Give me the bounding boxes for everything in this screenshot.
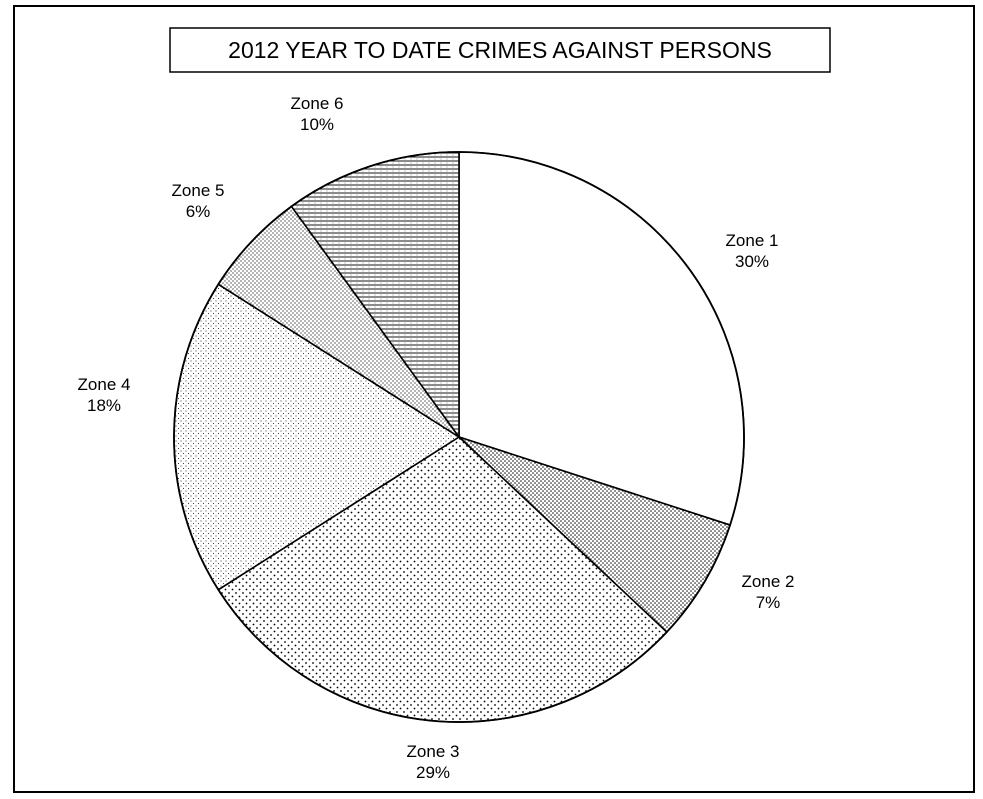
title-box: 2012 YEAR TO DATE CRIMES AGAINST PERSONS bbox=[169, 27, 831, 73]
pie-outline bbox=[173, 151, 745, 723]
slice-name-label: Zone 6 bbox=[291, 94, 344, 113]
pie-slices bbox=[173, 151, 745, 723]
slice-percent-label: 18% bbox=[87, 396, 121, 415]
slice-percent-label: 7% bbox=[756, 593, 781, 612]
chart-title: 2012 YEAR TO DATE CRIMES AGAINST PERSONS bbox=[228, 37, 772, 63]
slice-percent-label: 6% bbox=[186, 202, 211, 221]
slice-labels: Zone 1 30% Zone 2 7% Zone 3 29% Zone 4 18% Zone … bbox=[78, 94, 795, 782]
slice-name-label: Zone 3 bbox=[407, 742, 460, 761]
slice-name-label: Zone 5 bbox=[172, 181, 225, 200]
slice-percent-label: 30% bbox=[735, 252, 769, 271]
chart-frame bbox=[13, 5, 975, 793]
slice-name-label: Zone 4 bbox=[78, 375, 131, 394]
slice-percent-label: 10% bbox=[300, 115, 334, 134]
slice-percent-label: 29% bbox=[416, 763, 450, 782]
slice-name-label: Zone 1 bbox=[726, 231, 779, 250]
slice-name-label: Zone 2 bbox=[742, 572, 795, 591]
